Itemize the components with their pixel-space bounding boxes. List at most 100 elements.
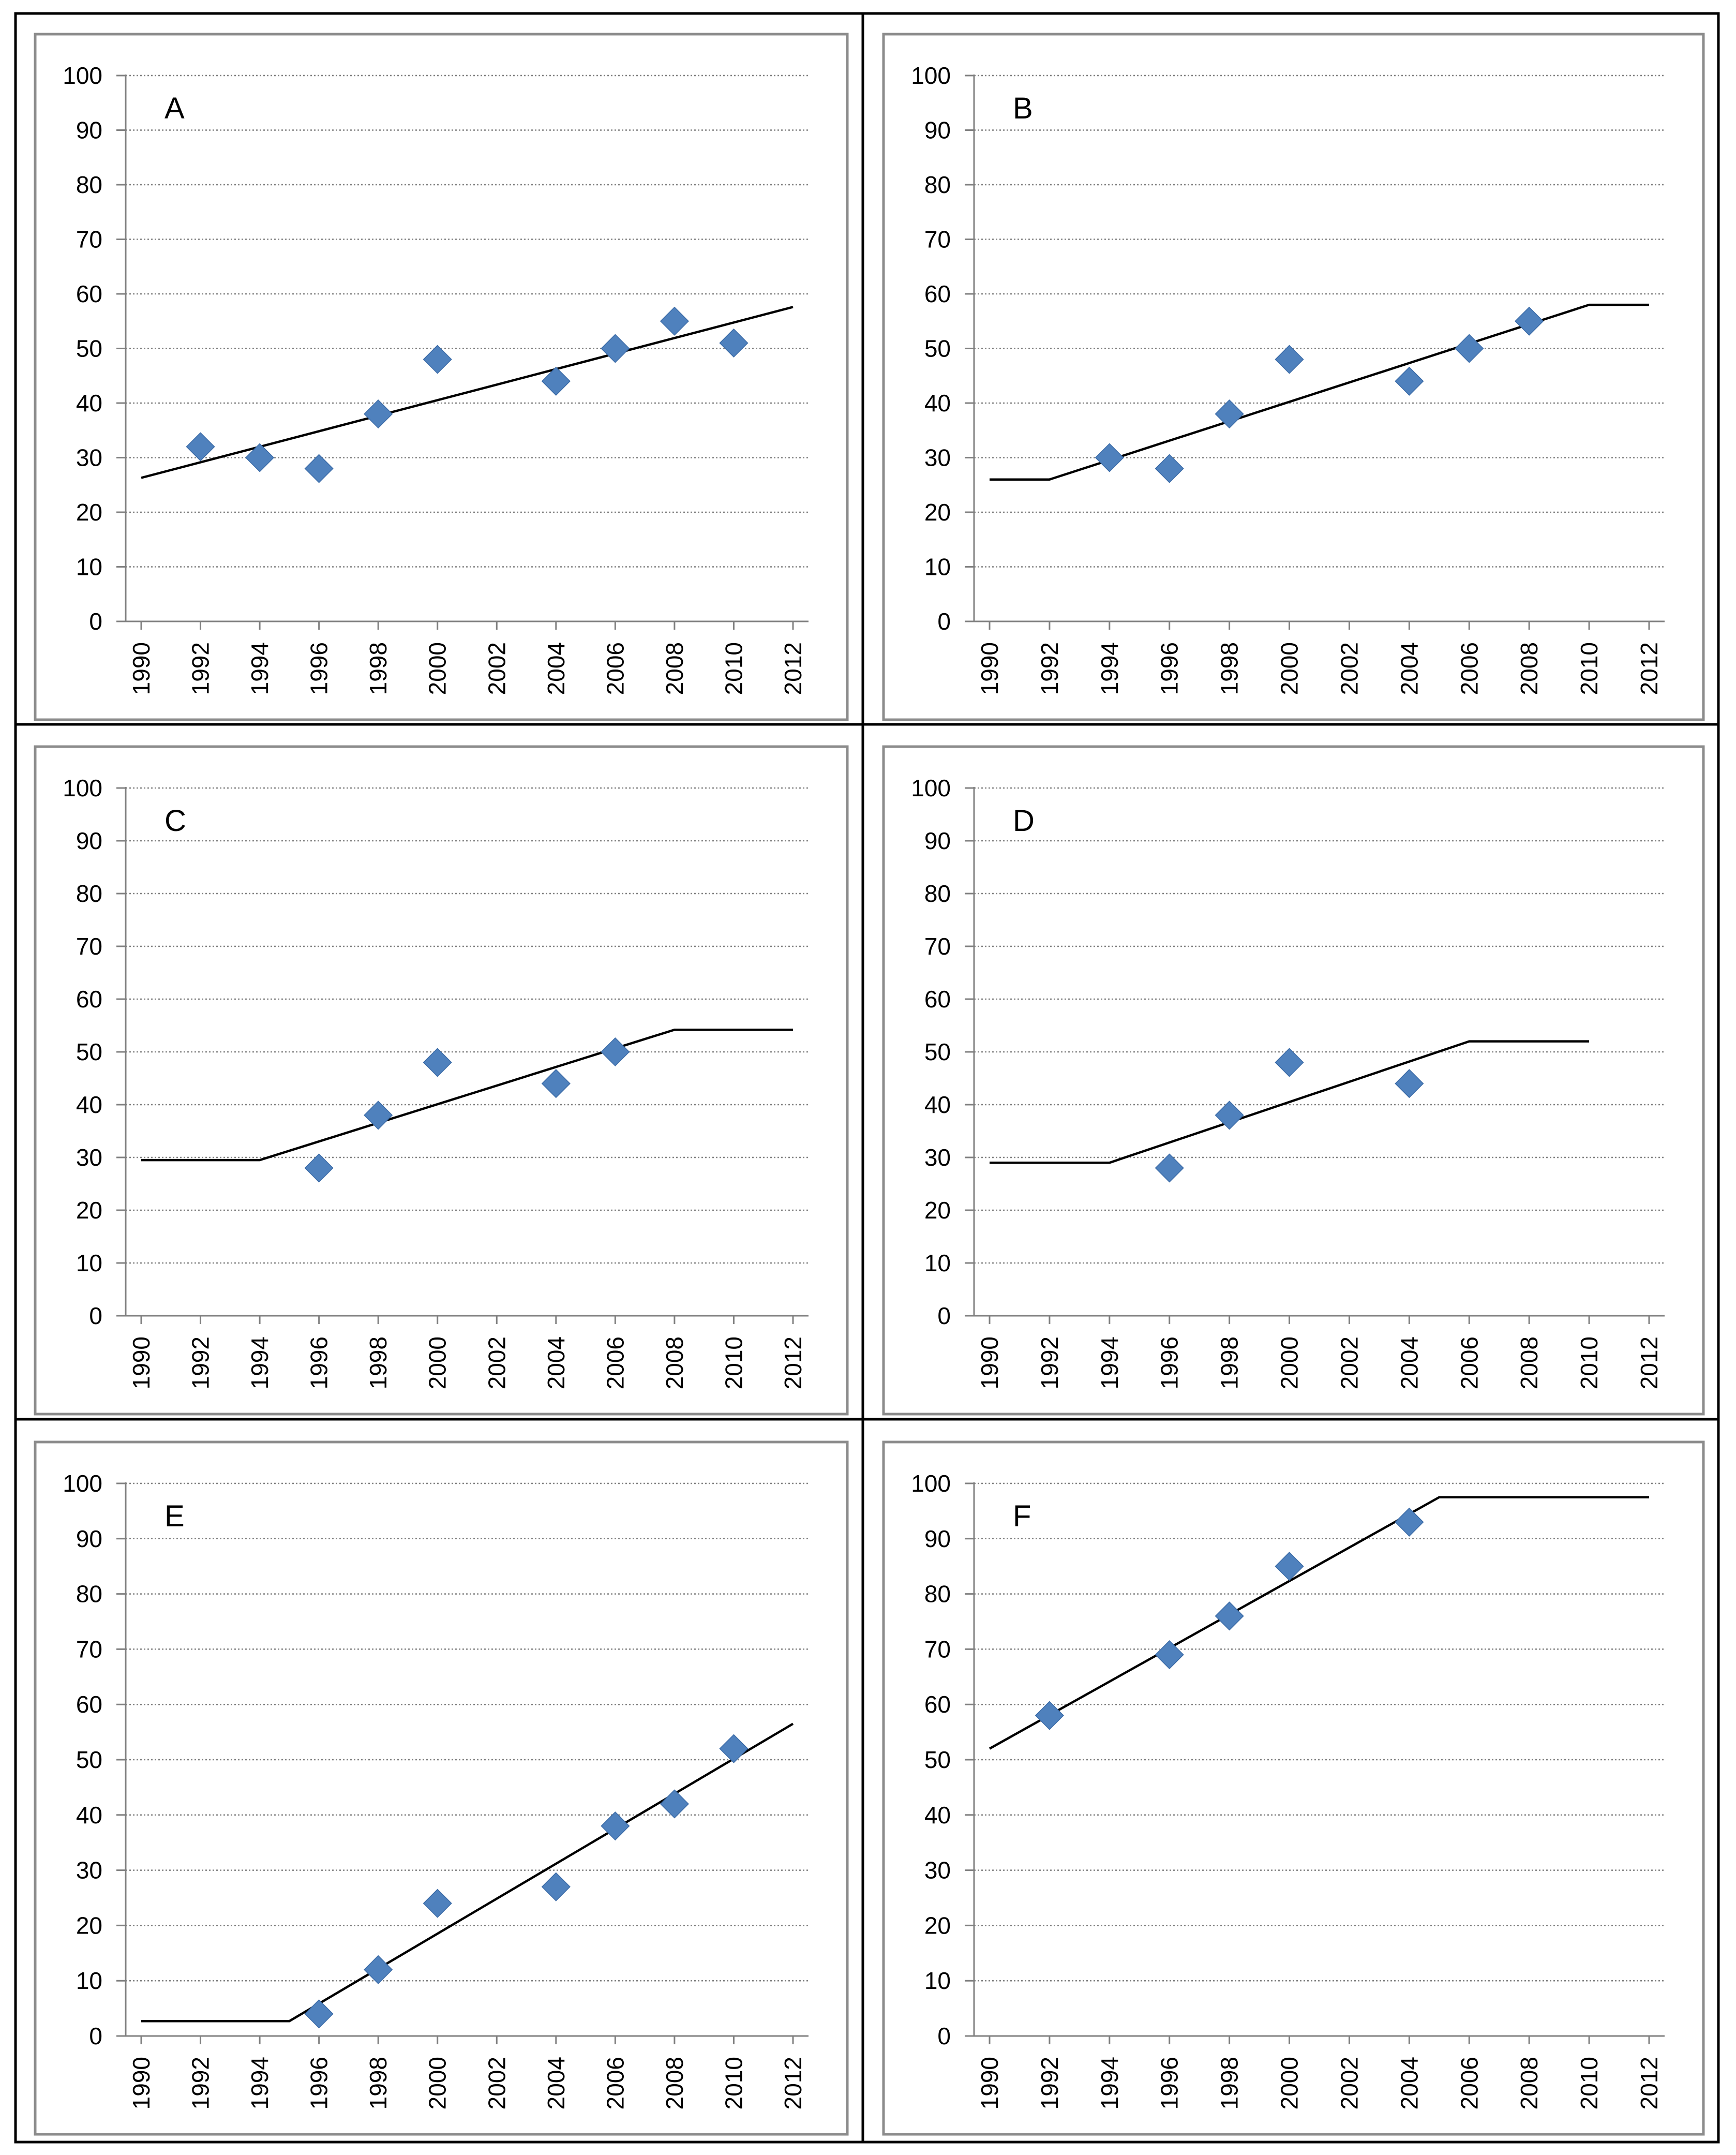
x-tick-label: 2012 bbox=[780, 642, 806, 695]
y-tick-label: 10 bbox=[924, 1250, 951, 1276]
x-tick-label: 1990 bbox=[976, 642, 1003, 695]
data-point bbox=[1215, 399, 1244, 429]
y-tick-label: 30 bbox=[924, 444, 951, 471]
y-tick-label: 10 bbox=[76, 1250, 102, 1276]
x-tick-label: 2006 bbox=[602, 642, 628, 695]
y-tick-label: 100 bbox=[911, 62, 951, 89]
data-point bbox=[1395, 366, 1424, 396]
outer-frame bbox=[14, 12, 1720, 2144]
x-tick-label: 1998 bbox=[365, 1336, 392, 1389]
y-tick-label: 70 bbox=[76, 226, 102, 253]
data-point bbox=[1215, 1601, 1244, 1631]
trend-line bbox=[141, 306, 794, 479]
x-tick-label: 2004 bbox=[543, 642, 570, 695]
x-tick-label: 1990 bbox=[128, 2057, 155, 2109]
y-tick-label: 60 bbox=[924, 280, 951, 307]
x-tick-label: 2012 bbox=[1636, 1336, 1663, 1389]
x-tick-label: 1996 bbox=[1156, 2057, 1183, 2109]
y-tick-label: 0 bbox=[89, 1302, 102, 1329]
y-tick-label: 0 bbox=[937, 608, 951, 635]
data-point bbox=[1275, 345, 1304, 374]
chart-panel-c: 0 10 20 30 40 50 60 70 80 90 100 1990 1992 1994 1996 19… bbox=[34, 745, 849, 1416]
y-tick-label: 20 bbox=[924, 499, 951, 526]
y-tick-label: 90 bbox=[924, 827, 951, 854]
y-tick-label: 80 bbox=[76, 1581, 102, 1608]
panel-label: D bbox=[1013, 804, 1035, 838]
data-point bbox=[423, 345, 452, 374]
x-tick-label: 1994 bbox=[1096, 1336, 1123, 1389]
x-tick-label: 2006 bbox=[1456, 642, 1483, 695]
x-tick-label: 2006 bbox=[602, 1336, 628, 1389]
y-tick-label: 60 bbox=[76, 1691, 102, 1718]
x-tick-label: 1994 bbox=[246, 642, 273, 695]
x-tick-label: 1990 bbox=[128, 642, 155, 695]
y-tick-label: 10 bbox=[924, 1967, 951, 1994]
y-tick-label: 80 bbox=[76, 880, 102, 907]
x-tick-label: 2002 bbox=[1336, 1336, 1363, 1389]
panel-border bbox=[882, 1440, 1705, 2136]
x-tick-label: 2000 bbox=[424, 2057, 451, 2109]
panel-label: C bbox=[164, 804, 186, 838]
y-tick-label: 90 bbox=[76, 827, 102, 854]
y-tick-label: 90 bbox=[76, 117, 102, 144]
data-point bbox=[1215, 1101, 1244, 1130]
x-tick-label: 1992 bbox=[187, 2057, 214, 2109]
x-tick-label: 1990 bbox=[128, 1336, 155, 1389]
x-tick-label: 2010 bbox=[720, 1336, 747, 1389]
x-tick-label: 1996 bbox=[1156, 1336, 1183, 1389]
x-tick-label: 1996 bbox=[306, 2057, 333, 2109]
data-point bbox=[541, 1872, 571, 1901]
y-tick-label: 100 bbox=[911, 1470, 951, 1497]
trend-line bbox=[989, 1496, 1649, 1750]
data-point bbox=[364, 1955, 393, 1984]
y-tick-label: 0 bbox=[937, 2023, 951, 2049]
trend-line bbox=[141, 1028, 793, 1162]
y-tick-label: 50 bbox=[924, 1038, 951, 1065]
y-tick-label: 20 bbox=[924, 1912, 951, 1939]
data-point bbox=[541, 1069, 571, 1098]
data-point bbox=[1155, 1153, 1184, 1183]
y-tick-label: 50 bbox=[924, 335, 951, 362]
data-point bbox=[719, 328, 749, 358]
x-tick-label: 2002 bbox=[1336, 2057, 1363, 2109]
y-tick-label: 10 bbox=[76, 554, 102, 581]
y-tick-label: 80 bbox=[924, 880, 951, 907]
panel-border bbox=[34, 33, 849, 721]
chart-panel-d: 0 10 20 30 40 50 60 70 80 90 100 1990 1992 1994 1996 19… bbox=[882, 745, 1705, 1416]
panel-border bbox=[34, 1440, 849, 2136]
data-point bbox=[1455, 334, 1484, 363]
x-tick-label: 2006 bbox=[1456, 1336, 1483, 1389]
x-tick-label: 2000 bbox=[1276, 2057, 1303, 2109]
panel-label: A bbox=[164, 92, 185, 125]
data-point bbox=[1395, 1507, 1424, 1537]
x-tick-label: 1994 bbox=[246, 1336, 273, 1389]
y-tick-label: 70 bbox=[76, 933, 102, 960]
y-tick-label: 0 bbox=[937, 1302, 951, 1329]
x-tick-label: 2004 bbox=[543, 2057, 570, 2109]
x-tick-label: 2008 bbox=[661, 2057, 688, 2109]
data-point bbox=[364, 1101, 393, 1130]
y-tick-label: 0 bbox=[89, 2023, 102, 2049]
y-tick-label: 0 bbox=[89, 608, 102, 635]
x-tick-label: 2008 bbox=[1516, 642, 1543, 695]
data-point bbox=[1275, 1552, 1304, 1581]
data-point bbox=[423, 1048, 452, 1077]
y-tick-label: 70 bbox=[924, 1636, 951, 1662]
data-point bbox=[1155, 454, 1184, 483]
data-point bbox=[1155, 1640, 1184, 1670]
data-point bbox=[1095, 443, 1124, 472]
y-tick-label: 40 bbox=[924, 1091, 951, 1118]
y-tick-label: 20 bbox=[76, 1912, 102, 1939]
y-tick-label: 30 bbox=[76, 444, 102, 471]
x-tick-label: 1998 bbox=[1216, 1336, 1243, 1389]
x-tick-label: 2010 bbox=[720, 642, 747, 695]
chart-panel-e: 0 10 20 30 40 50 60 70 80 90 100 1990 1992 1994 1996 19… bbox=[34, 1440, 849, 2136]
data-point bbox=[601, 334, 630, 363]
y-tick-label: 100 bbox=[63, 1470, 102, 1497]
x-tick-label: 2004 bbox=[543, 1336, 570, 1389]
x-tick-label: 1994 bbox=[1096, 2057, 1123, 2109]
data-point bbox=[1035, 1701, 1064, 1730]
x-tick-label: 2008 bbox=[1516, 2057, 1543, 2109]
data-point bbox=[601, 1037, 630, 1067]
data-point bbox=[245, 443, 275, 472]
